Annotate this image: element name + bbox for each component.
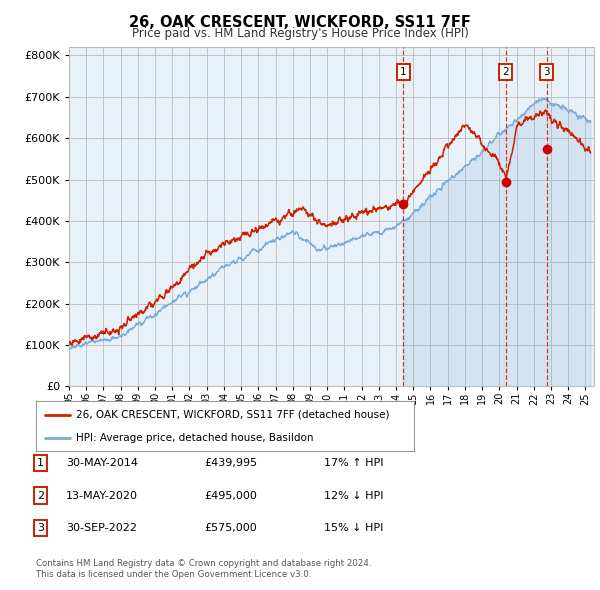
Text: Contains HM Land Registry data © Crown copyright and database right 2024.: Contains HM Land Registry data © Crown c… (36, 559, 371, 568)
Text: 15% ↓ HPI: 15% ↓ HPI (324, 523, 383, 533)
Text: 2: 2 (37, 491, 44, 500)
Text: 2: 2 (502, 67, 509, 77)
Text: Price paid vs. HM Land Registry's House Price Index (HPI): Price paid vs. HM Land Registry's House … (131, 27, 469, 40)
Text: 30-MAY-2014: 30-MAY-2014 (66, 458, 138, 468)
Text: 17% ↑ HPI: 17% ↑ HPI (324, 458, 383, 468)
Text: HPI: Average price, detached house, Basildon: HPI: Average price, detached house, Basi… (76, 433, 313, 443)
Text: 30-SEP-2022: 30-SEP-2022 (66, 523, 137, 533)
Text: 13-MAY-2020: 13-MAY-2020 (66, 491, 138, 500)
Text: This data is licensed under the Open Government Licence v3.0.: This data is licensed under the Open Gov… (36, 571, 311, 579)
Text: 3: 3 (544, 67, 550, 77)
Text: 1: 1 (400, 67, 407, 77)
Text: £575,000: £575,000 (204, 523, 257, 533)
Text: 3: 3 (37, 523, 44, 533)
Text: £495,000: £495,000 (204, 491, 257, 500)
Text: 1: 1 (37, 458, 44, 468)
Text: £439,995: £439,995 (204, 458, 257, 468)
Text: 26, OAK CRESCENT, WICKFORD, SS11 7FF (detached house): 26, OAK CRESCENT, WICKFORD, SS11 7FF (de… (76, 409, 389, 419)
Text: 12% ↓ HPI: 12% ↓ HPI (324, 491, 383, 500)
Text: 26, OAK CRESCENT, WICKFORD, SS11 7FF: 26, OAK CRESCENT, WICKFORD, SS11 7FF (129, 15, 471, 30)
